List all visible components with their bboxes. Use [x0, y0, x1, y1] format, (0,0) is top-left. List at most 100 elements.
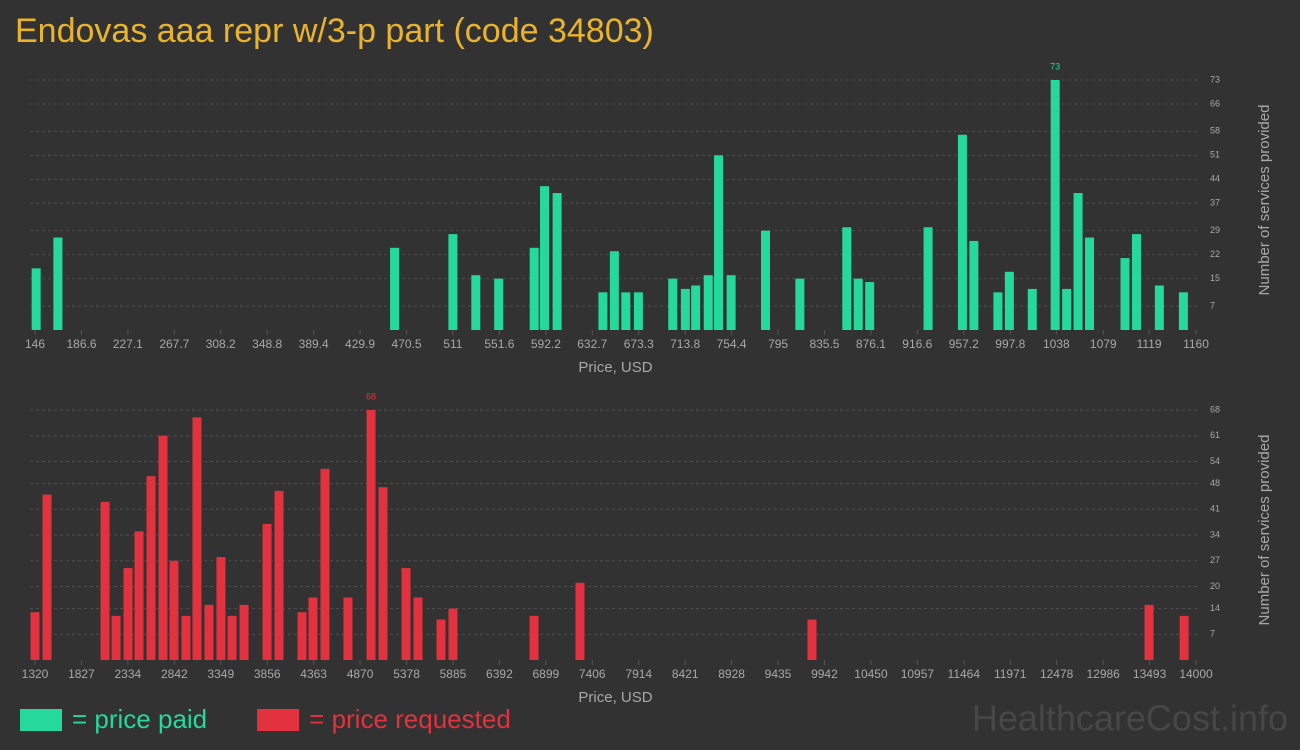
bar	[529, 247, 539, 330]
x-tick-label: 6392	[486, 667, 513, 681]
x-tick-label: 389.4	[299, 337, 329, 351]
x-tick-label: 7914	[625, 667, 652, 681]
bar	[31, 268, 41, 330]
bar	[53, 237, 63, 330]
y-axis-label: Number of services provided	[1256, 435, 1273, 626]
legend-label: = price paid	[72, 704, 207, 734]
bar	[158, 435, 168, 660]
y-tick-label: 7	[1210, 300, 1215, 310]
page-title: Endovas aaa repr w/3-p part (code 34803)	[15, 12, 654, 50]
x-tick-label: 7406	[579, 667, 606, 681]
bar	[401, 568, 411, 660]
bar	[1004, 271, 1014, 330]
x-tick-label: 8928	[718, 667, 745, 681]
bar	[969, 240, 979, 330]
x-tick-label: 713.8	[670, 337, 700, 351]
bar	[42, 494, 52, 660]
bar	[123, 568, 133, 660]
x-tick-label: 754.4	[717, 337, 747, 351]
y-tick-label: 29	[1210, 225, 1220, 235]
x-tick-label: 4363	[300, 667, 327, 681]
x-tick-label: 957.2	[949, 337, 979, 351]
x-tick-label: 348.8	[252, 337, 282, 351]
bar	[320, 468, 330, 660]
bar	[448, 234, 458, 330]
x-tick-label: 429.9	[345, 337, 375, 351]
x-tick-label: 186.6	[66, 337, 96, 351]
bar	[633, 292, 643, 330]
bar	[366, 410, 376, 660]
bar	[111, 615, 121, 660]
bar	[1131, 234, 1141, 330]
x-tick-label: 4870	[347, 667, 374, 681]
bar	[448, 608, 458, 660]
bar	[413, 597, 423, 660]
bar	[343, 597, 353, 660]
bar	[30, 612, 40, 660]
y-tick-label: 7	[1210, 629, 1215, 639]
bar	[1178, 292, 1188, 330]
y-tick-label: 73	[1210, 74, 1220, 84]
bar	[390, 247, 400, 330]
x-tick-label: 2842	[161, 667, 188, 681]
x-tick-label: 1160	[1183, 337, 1209, 351]
bar	[146, 476, 156, 660]
x-tick-label: 10450	[854, 667, 888, 681]
y-tick-label: 27	[1210, 555, 1220, 565]
bar	[598, 292, 608, 330]
x-axis-label: Price, USD	[578, 359, 652, 376]
x-tick-label: 12478	[1040, 667, 1074, 681]
bar	[621, 292, 631, 330]
bar	[1027, 288, 1037, 330]
bar	[192, 417, 202, 660]
legend-swatch	[257, 709, 300, 731]
bar	[1154, 285, 1164, 330]
bar	[552, 193, 562, 330]
bar	[471, 275, 481, 330]
y-tick-label: 41	[1210, 504, 1220, 514]
x-axis-label: Price, USD	[578, 689, 652, 706]
bar	[227, 615, 237, 660]
x-tick-label: 1119	[1137, 337, 1162, 351]
x-tick-label: 997.8	[995, 337, 1025, 351]
x-tick-label: 916.6	[902, 337, 932, 351]
bar	[1050, 80, 1060, 330]
bar	[239, 604, 249, 660]
bar	[957, 134, 967, 330]
bar	[575, 582, 585, 660]
bar	[760, 230, 770, 330]
bar	[714, 155, 724, 330]
x-tick-label: 632.7	[577, 337, 607, 351]
x-tick-label: 8421	[672, 667, 699, 681]
bar	[1062, 288, 1072, 330]
x-tick-label: 308.2	[206, 337, 236, 351]
x-tick-label: 592.2	[531, 337, 561, 351]
x-tick-label: 11464	[948, 667, 981, 681]
bar	[436, 619, 446, 660]
bar	[378, 487, 388, 660]
x-tick-label: 876.1	[856, 337, 886, 351]
y-tick-label: 15	[1210, 273, 1220, 283]
x-tick-label: 3856	[254, 667, 281, 681]
bar	[691, 285, 701, 330]
bar	[609, 251, 619, 330]
y-tick-label: 14	[1210, 603, 1220, 613]
y-tick-label: 51	[1210, 150, 1220, 160]
bar	[169, 560, 179, 660]
x-tick-label: 511	[443, 337, 462, 351]
x-tick-label: 470.5	[392, 337, 422, 351]
y-axis-label: Number of services provided	[1256, 105, 1273, 296]
bar	[1179, 615, 1189, 660]
max-label: 73	[1050, 61, 1060, 71]
x-tick-label: 10957	[901, 667, 935, 681]
watermark: HealthcareCost.info	[972, 698, 1288, 739]
x-tick-label: 227.1	[113, 337, 143, 351]
x-tick-label: 1827	[68, 667, 95, 681]
bar	[134, 531, 144, 660]
bar	[726, 275, 736, 330]
legend-swatch	[20, 709, 62, 731]
y-tick-label: 61	[1210, 430, 1220, 440]
x-tick-label: 835.5	[809, 337, 839, 351]
bar	[795, 278, 805, 330]
